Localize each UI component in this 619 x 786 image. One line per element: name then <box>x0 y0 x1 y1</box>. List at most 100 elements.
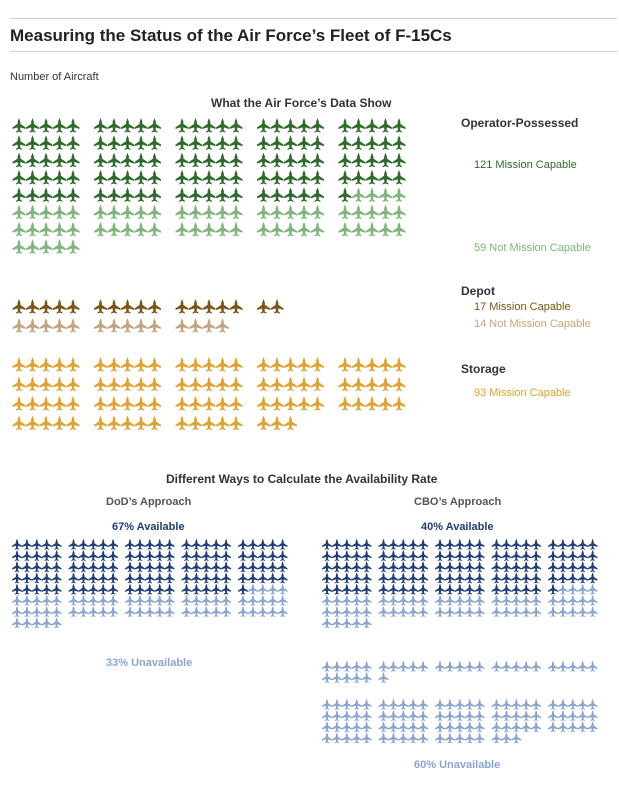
jet-icon-dod-unavailable <box>31 594 42 606</box>
jet-icon-dod-available <box>238 583 248 595</box>
jet-icon-op-mc <box>270 135 284 150</box>
jet-icon-cbo-available <box>435 572 445 584</box>
jet-icon-cbo-unavailable <box>378 732 389 744</box>
jet-icon-op-mc <box>284 118 297 133</box>
jet-icon-cbo-unavailable <box>361 605 372 617</box>
group-label-storage: Storage <box>461 362 506 376</box>
jet-icon-dod-available <box>21 561 32 573</box>
jet-icon-dod-available <box>201 538 212 550</box>
jet-icon-dod-available <box>164 572 175 584</box>
jet-icon-cbo-unavailable <box>444 698 455 710</box>
jet-icon-dod-available <box>164 549 175 561</box>
jet-icon-depot-nmc <box>107 318 121 333</box>
jet-icon-dod-unavailable <box>238 605 248 617</box>
jet-icon-cbo-available <box>501 583 512 595</box>
jet-icon-cbo-available <box>501 538 512 550</box>
jet-icon-storage-mc <box>284 396 297 411</box>
jet-icon-dod-available <box>247 538 258 550</box>
jet-icon-cbo-unavailable <box>521 698 532 710</box>
jet-icon-cbo-unavailable <box>341 732 352 744</box>
jet-icon-cbo-unavailable <box>351 721 362 733</box>
jet-icon-storage-mc <box>297 396 311 411</box>
jet-icon-dod-available <box>12 549 22 561</box>
jet-icon-cbo-unavailable <box>408 698 419 710</box>
jet-icon-dod-available <box>68 561 79 573</box>
jet-icon-storage-mc <box>148 376 161 392</box>
jet-icon-dod-available <box>108 583 119 595</box>
jet-icon-dod-unavailable <box>277 583 288 595</box>
jet-icon-cbo-unavailable <box>491 594 502 606</box>
jet-icon-cbo-unavailable <box>331 721 342 733</box>
jet-icon-op-mc <box>216 118 229 133</box>
jet-icon-cbo-unavailable <box>557 605 568 617</box>
jet-icon-op-mc <box>134 187 148 202</box>
jet-icon-depot-nmc <box>189 318 202 333</box>
jet-icon-depot-mc <box>189 299 202 314</box>
jet-icon-op-mc <box>229 118 243 133</box>
jet-icon-cbo-available <box>331 561 342 573</box>
jet-icon-dod-available <box>267 549 278 561</box>
jet-icon-cbo-available <box>531 583 542 595</box>
jet-icon-cbo-available <box>408 583 419 595</box>
jet-icon-cbo-unavailable <box>341 660 352 672</box>
jet-icon-storage-mc <box>175 396 189 411</box>
jet-icon-op-nmc <box>284 204 297 220</box>
jet-icon-cbo-available <box>491 549 502 561</box>
jet-icon-cbo-unavailable <box>464 721 475 733</box>
jet-icon-cbo-unavailable <box>408 605 419 617</box>
jet-icon-cbo-unavailable <box>491 698 502 710</box>
jet-icon-dod-available <box>221 538 232 550</box>
jet-icon-storage-mc <box>311 357 324 372</box>
jet-icon-cbo-available <box>531 538 542 550</box>
jet-icon-dod-available <box>31 561 42 573</box>
jet-icon-dod-available <box>12 538 22 550</box>
jet-icon-cbo-available <box>351 538 362 550</box>
jet-icon-storage-mc <box>270 357 284 372</box>
jet-icon-cbo-unavailable <box>491 660 502 672</box>
jet-icon-storage-mc <box>148 415 161 431</box>
jet-icon-dod-available <box>68 538 79 550</box>
jet-icon-depot-nmc <box>12 318 26 333</box>
jet-icon-dod-available <box>68 549 79 561</box>
jet-icon-op-mc <box>94 152 107 168</box>
jet-icon-op-mc <box>392 169 406 185</box>
jet-icon-cbo-unavailable <box>398 709 409 721</box>
jet-icon-op-mc <box>121 118 134 133</box>
jet-icon-storage-mc <box>379 376 392 392</box>
jet-icon-cbo-unavailable <box>331 660 342 672</box>
jet-icon-cbo-unavailable <box>435 660 445 672</box>
jet-icon-cbo-unavailable <box>567 709 578 721</box>
jet-icon-op-mc <box>297 169 311 185</box>
jet-icon-cbo-available <box>435 583 445 595</box>
jet-icon-op-mc <box>189 152 202 168</box>
jet-icon-cbo-unavailable <box>388 709 399 721</box>
jet-icon-cbo-available <box>491 583 502 595</box>
jet-icon-dod-available <box>88 538 99 550</box>
jet-icon-cbo-unavailable <box>521 721 532 733</box>
series-label-depot-mc: 17 Mission Capable <box>474 301 571 313</box>
jet-icon-cbo-unavailable <box>331 605 342 617</box>
jet-icon-cbo-available <box>418 561 429 573</box>
jet-icon-storage-mc <box>284 376 297 392</box>
jet-icon-dod-available <box>88 583 99 595</box>
jet-icon-op-mc <box>66 169 80 185</box>
jet-icon-dod-available <box>154 549 165 561</box>
jet-icon-op-mc <box>311 118 324 133</box>
jet-icon-cbo-unavailable <box>444 709 455 721</box>
jet-icon-op-nmc <box>229 221 243 237</box>
jet-icon-dod-available <box>267 538 278 550</box>
jet-icon-storage-mc <box>216 357 229 372</box>
jet-icon-cbo-unavailable <box>567 583 578 595</box>
jet-icon-op-nmc <box>216 221 229 237</box>
jet-icon-cbo-available <box>531 561 542 573</box>
jet-icon-dod-unavailable <box>51 617 62 629</box>
jet-icon-op-mc <box>189 169 202 185</box>
jet-icon-cbo-unavailable <box>491 732 502 744</box>
jet-icon-cbo-unavailable <box>398 698 409 710</box>
jet-icon-cbo-unavailable <box>322 594 332 606</box>
jet-icon-depot-mc <box>26 299 39 314</box>
jet-icon-cbo-unavailable <box>464 605 475 617</box>
jet-icon-cbo-available <box>444 538 455 550</box>
jet-icon-dod-unavailable <box>267 583 278 595</box>
jet-icon-storage-mc <box>189 357 202 372</box>
